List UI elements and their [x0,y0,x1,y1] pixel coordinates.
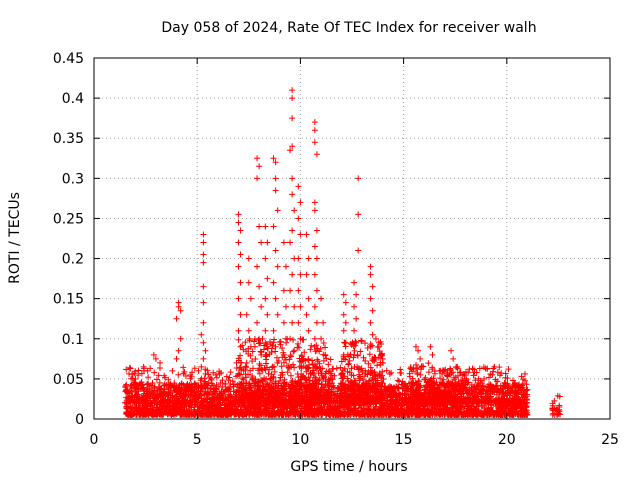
data-point [491,411,498,418]
data-point [237,352,244,359]
data-point [386,371,393,378]
data-point [320,339,327,346]
grid-lines [94,58,610,419]
data-point [206,374,213,381]
data-point [345,360,352,367]
data-point [449,404,456,411]
data-point [269,363,276,370]
data-point [309,357,316,364]
data-point [287,352,294,359]
data-point [322,344,329,351]
data-point [372,335,379,342]
data-point [227,369,234,376]
data-point [175,371,182,378]
data-point [180,364,187,371]
data-point [290,336,297,343]
data-point [127,365,134,372]
data-point [366,351,373,358]
data-point [308,342,315,349]
data-point [263,352,270,359]
data-point [379,380,386,387]
data-point [262,360,269,367]
data-point [394,377,401,384]
data-point [144,381,151,388]
data-point [221,402,228,409]
data-points [122,87,564,418]
data-point [195,367,202,374]
data-point [287,372,294,379]
data-point [186,382,193,389]
data-point [361,405,368,412]
data-point [397,369,404,376]
data-point [291,364,298,371]
data-point [333,365,340,372]
data-point [471,366,478,373]
data-point [148,382,155,389]
data-point [213,374,220,381]
data-point [156,364,163,371]
data-point [226,392,233,399]
data-point [346,357,353,364]
data-point [345,361,352,368]
data-point [294,370,301,377]
data-point [470,372,477,379]
data-point [123,381,130,388]
data-point [284,369,291,376]
data-point [156,379,163,386]
data-point [374,362,381,369]
data-point [235,336,242,343]
data-point [153,404,160,411]
data-point [463,405,470,412]
chart-title: Day 058 of 2024, Rate Of TEC Index for r… [161,20,536,36]
data-point [347,407,354,414]
data-point [151,369,158,376]
data-point [476,365,483,372]
